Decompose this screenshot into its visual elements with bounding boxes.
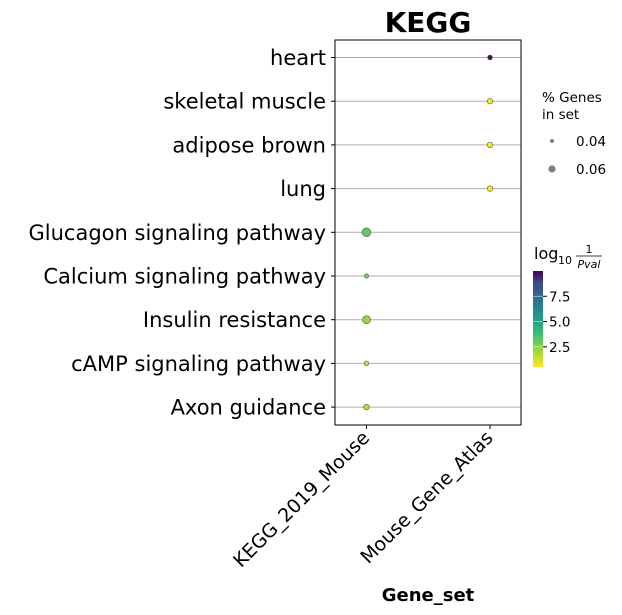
chart-title: KEGG <box>385 6 472 39</box>
point-insulin-resistance <box>362 315 371 325</box>
colorbar-tick-label-7-5: 7.5 <box>549 289 570 305</box>
point-skeletal-muscle <box>486 98 494 105</box>
y-axis: heart skeletal muscle adipose brown lung Glu… <box>29 46 335 420</box>
y-tick-label-insulin-resistance: Insulin resistance <box>143 308 326 332</box>
y-tick-label-adipose-brown: adipose brown <box>172 133 326 157</box>
y-tick-label-axon-guidance: Axon guidance <box>171 396 326 420</box>
y-tick-label-glucagon-signaling-pathway: Glucagon signaling pathway <box>29 221 326 245</box>
x-tick-label-kegg-2019-mouse: KEGG_2019_Mouse <box>229 427 374 572</box>
y-tick-label-calcium-signaling-pathway: Calcium signaling pathway <box>43 265 326 289</box>
colorbar-ticks: 2.5 5.0 7.5 <box>533 289 570 356</box>
colorbar-title-numerator: 1 <box>586 243 593 256</box>
colorbar-gradient <box>533 271 543 367</box>
y-tick-label-camp-signaling-pathway: cAMP signaling pathway <box>71 352 326 376</box>
size-legend-marker-0-04 <box>550 139 554 143</box>
point-axon-guidance <box>363 404 370 411</box>
y-tick-label-lung: lung <box>280 177 326 201</box>
size-legend-label-0-04: 0.04 <box>576 134 606 150</box>
point-calcium-signaling-pathway <box>364 273 369 279</box>
point-glucagon-signaling-pathway <box>361 227 372 238</box>
colorbar: log 10 1 Pval 2.5 5.0 7.5 <box>533 243 602 367</box>
point-camp-signaling-pathway <box>363 360 370 367</box>
point-heart <box>487 54 493 61</box>
y-tick-label-heart: heart <box>270 46 326 70</box>
size-legend-marker-0-06 <box>548 165 556 173</box>
point-adipose-brown <box>486 141 494 148</box>
x-axis-title: Gene_set <box>382 585 475 606</box>
size-legend-entries: 0.04 0.06 <box>548 134 606 178</box>
x-tick-label-mouse-gene-atlas: Mouse_Gene_Atlas <box>356 427 497 568</box>
colorbar-title-subscript: 10 <box>558 254 572 267</box>
size-legend: % Genes in set 0.04 0.06 <box>542 90 606 178</box>
colorbar-title-prefix: log <box>534 244 558 263</box>
colorbar-title-denominator: Pval <box>578 258 601 271</box>
y-tick-label-skeletal-muscle: skeletal muscle <box>163 90 326 114</box>
colorbar-tick-label-5-0: 5.0 <box>549 315 570 331</box>
colorbar-tick-label-2-5: 2.5 <box>549 340 570 356</box>
point-lung <box>486 185 494 192</box>
size-legend-title-line2: in set <box>542 107 579 123</box>
size-legend-title-line1: % Genes <box>542 90 602 106</box>
data-points <box>361 54 494 411</box>
size-legend-label-0-06: 0.06 <box>576 162 606 178</box>
